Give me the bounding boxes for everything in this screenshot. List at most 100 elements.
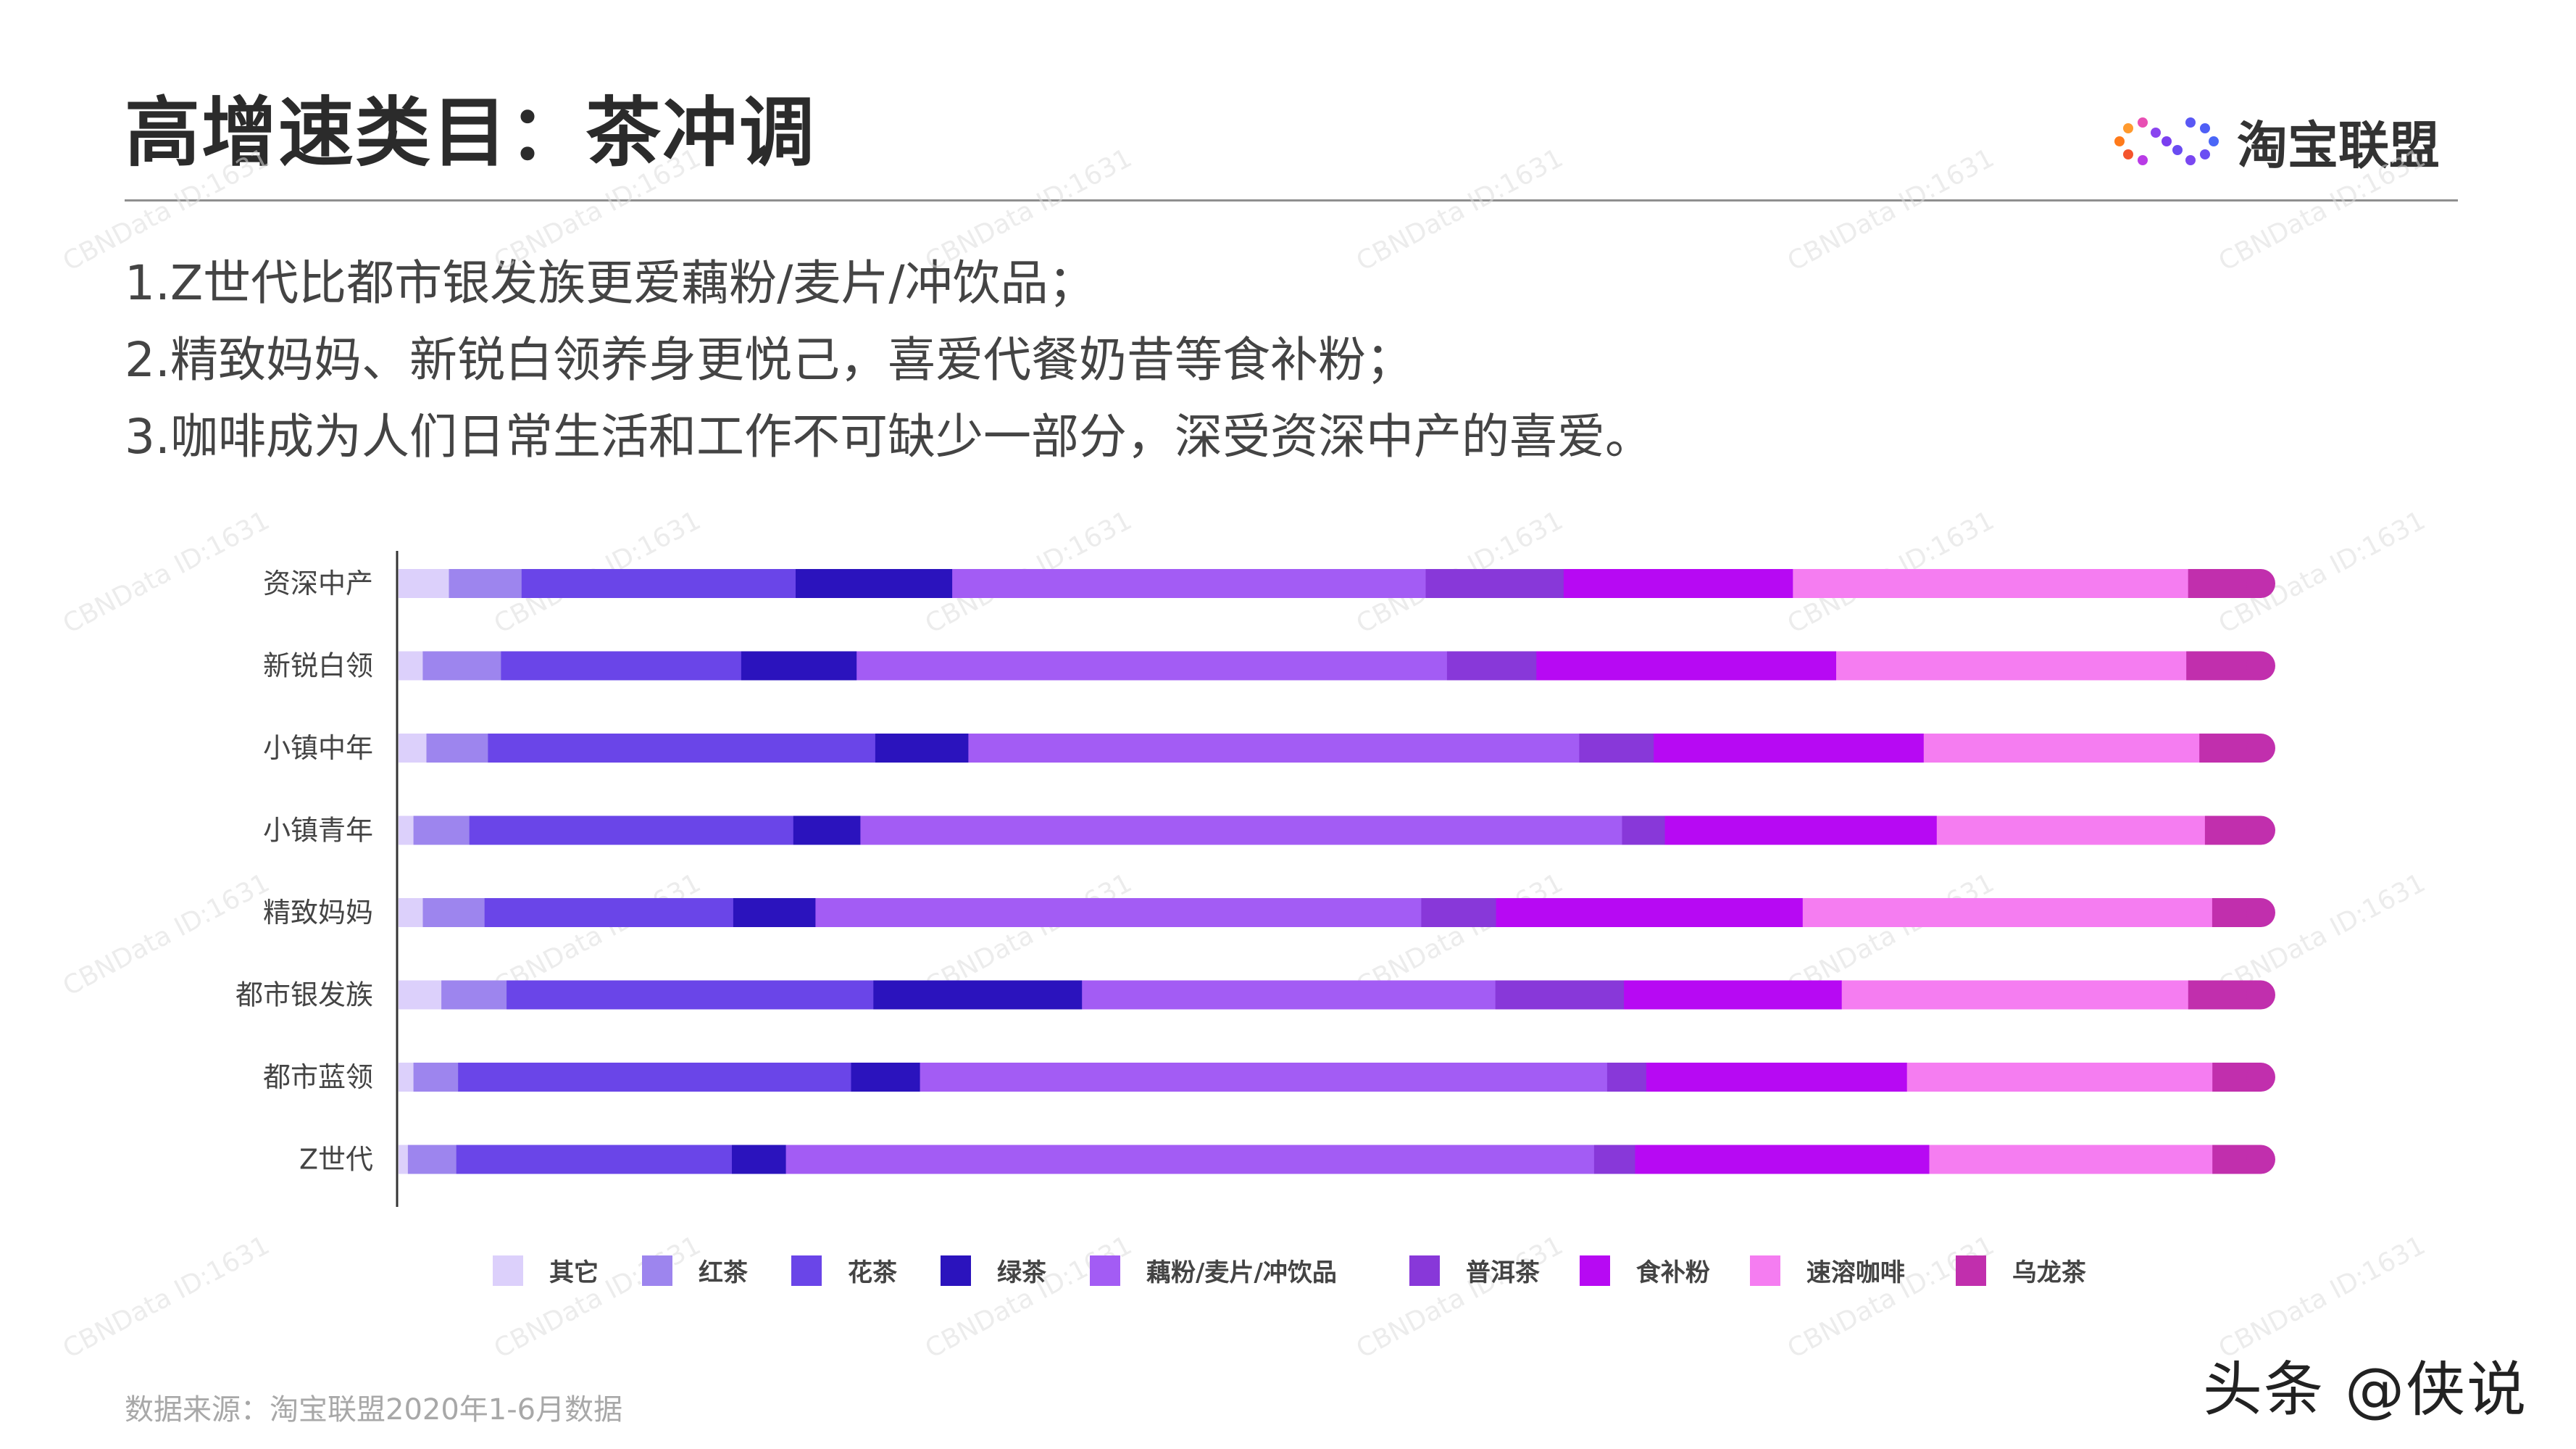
legend-label: 红茶 (699, 1258, 748, 1287)
bar-segment (399, 815, 414, 845)
watermark-text: CBNData ID:1631 (920, 144, 1136, 278)
bar-segment (426, 734, 488, 763)
bar-segment (1624, 980, 1843, 1010)
bar-segment (1536, 651, 1837, 681)
y-axis-tick-label: 都市银发族 (235, 979, 373, 1011)
legend-item: 食补粉 (1579, 1253, 1710, 1288)
legend-label: 花茶 (848, 1258, 897, 1287)
legend-swatch (493, 1255, 523, 1286)
finding-1: 1.Z世代比都市银发族更爱藕粉/麦片/冲饮品； (125, 255, 1096, 311)
bar-segment (449, 569, 522, 598)
legend-swatch (1409, 1255, 1440, 1286)
legend-swatch (791, 1255, 822, 1286)
bar-segment (1923, 734, 2200, 763)
bar-segment (407, 1145, 457, 1174)
legend-swatch (1579, 1255, 1610, 1286)
bar-segment (741, 651, 857, 681)
bar-segment (1654, 734, 1925, 763)
bar-segment (413, 815, 470, 845)
legend-label: 藕粉/麦片/冲饮品 (1146, 1258, 1337, 1287)
bar-segment (1606, 1063, 1647, 1092)
dots-infinity-logo-icon (2114, 117, 2219, 165)
legend-label: 绿茶 (997, 1258, 1046, 1287)
watermark-text: CBNData ID:1631 (1783, 144, 1998, 278)
legend-label: 速溶咖啡 (1806, 1258, 1905, 1287)
bar-segment (413, 1063, 459, 1092)
watermark-text: CBNData ID:1631 (920, 1231, 1136, 1365)
watermark-text: CBNData ID:1631 (1783, 1231, 1998, 1365)
bar-segment (1496, 898, 1804, 927)
bar-segment (815, 898, 1422, 927)
legend-swatch (1749, 1255, 1780, 1286)
finding-3: 3.咖啡成为人们日常生活和工作不可缺少一部分，深受资深中产的喜爱。 (125, 409, 1653, 465)
bar-segment (793, 815, 861, 845)
title-divider (125, 199, 2458, 202)
y-axis-tick-label: 资深中产 (263, 568, 373, 599)
bar-segment (1579, 734, 1654, 763)
legend-item: 绿茶 (941, 1253, 1046, 1288)
bar-segment (1421, 898, 1497, 927)
bar-segment (785, 1145, 1595, 1174)
watermark-text: CBNData ID:1631 (58, 144, 274, 278)
bar-end-cap (2246, 569, 2275, 598)
bar-segment (1906, 1063, 2213, 1092)
bar-segment (422, 898, 485, 927)
bar-segment (1836, 651, 2187, 681)
legend-label: 其它 (549, 1258, 599, 1287)
watermark-text: CBNData ID:1631 (1351, 144, 1567, 278)
key-findings: 1.Z世代比都市银发族更爱藕粉/麦片/冲饮品； 2.精致妈妈、新锐白领养身更悦己… (125, 245, 1653, 476)
bar-segment (501, 651, 742, 681)
finding-2: 2.精致妈妈、新锐白领养身更悦己，喜爱代餐奶昔等食补粉； (125, 332, 1414, 388)
bar-segment (875, 734, 969, 763)
legend-item: 花茶 (791, 1253, 897, 1288)
bar-segment (458, 1063, 852, 1092)
watermark-text: CBNData ID:1631 (58, 1231, 274, 1365)
legend-swatch (642, 1255, 672, 1286)
bar-end-cap (2246, 734, 2275, 763)
bar-end-cap (2246, 651, 2275, 681)
watermark-text: CBNData ID:1631 (58, 506, 274, 640)
y-axis-tick-label: 小镇中年 (263, 732, 373, 764)
brand-name: 淘宝联盟 (2237, 115, 2440, 175)
bar-segment (1446, 651, 1537, 681)
legend-item: 藕粉/麦片/冲饮品 (1090, 1253, 1337, 1288)
bar-segment (1646, 1063, 1908, 1092)
y-axis-tick-label: 小镇青年 (263, 815, 373, 847)
bar-segment (469, 815, 794, 845)
bar-segment (399, 898, 424, 927)
watermark-text: CBNData ID:1631 (489, 1231, 705, 1365)
bar-segment (1563, 569, 1793, 598)
bar-segment (856, 651, 1448, 681)
bar-segment (441, 980, 507, 1010)
bar-segment (733, 898, 816, 927)
bar-end-cap (2246, 898, 2275, 927)
bar-segment (1622, 815, 1666, 845)
y-axis-tick-label: 都市蓝领 (263, 1061, 373, 1093)
bar-segment (1635, 1145, 1930, 1174)
chart-legend: 其它 红茶 花茶 绿茶 藕粉/麦片/冲饮品 普洱茶 食补粉 速溶咖啡 乌龙茶 (449, 1253, 2086, 1288)
bar-segment (1425, 569, 1564, 598)
bar-segment (1936, 815, 2206, 845)
bar-layer (399, 569, 2275, 1174)
bar-segment (1082, 980, 1496, 1010)
bar-end-cap (2246, 1145, 2275, 1174)
bar-segment (399, 734, 428, 763)
bar-segment (952, 569, 1427, 598)
legend-swatch (1955, 1255, 1986, 1286)
legend-item: 速溶咖啡 (1749, 1253, 1905, 1288)
bar-segment (1495, 980, 1625, 1010)
bar-segment (521, 569, 796, 598)
bar-segment (399, 569, 450, 598)
bar-segment (1793, 569, 2189, 598)
legend-item: 乌龙茶 (1955, 1253, 2086, 1288)
bar-segment (456, 1145, 733, 1174)
data-source-note: 数据来源：淘宝联盟2020年1-6月数据 (125, 1393, 623, 1427)
bar-segment (507, 980, 874, 1010)
legend-label: 食补粉 (1635, 1258, 1710, 1287)
watermark-text: CBNData ID:1631 (2214, 144, 2430, 278)
watermark-text: CBNData ID:1631 (1351, 1231, 1567, 1365)
bar-segment (968, 734, 1580, 763)
bar-segment (399, 651, 423, 681)
bar-segment (796, 569, 953, 598)
